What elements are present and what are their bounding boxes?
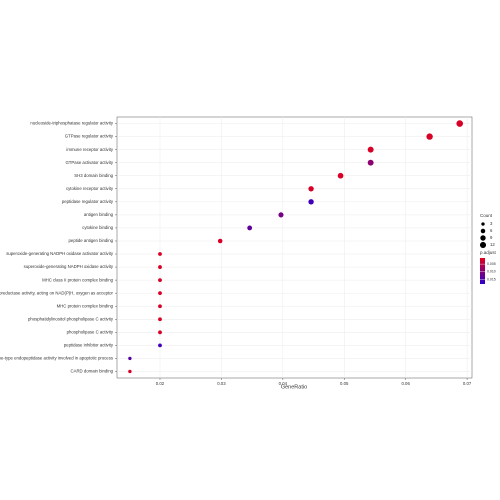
y-tick-label: cytokine receptor activity — [66, 186, 114, 191]
dot — [247, 225, 253, 231]
y-tick-label: superoxide-generating NADPH oxidase acti… — [24, 264, 114, 269]
dot — [158, 252, 162, 256]
y-tick-label: peptide antigen binding — [69, 238, 114, 243]
color-bar — [480, 258, 485, 284]
dot — [158, 278, 162, 283]
y-tick-label: MHC protein complex binding — [57, 303, 114, 308]
dot — [217, 238, 223, 244]
dot — [426, 133, 433, 140]
dot — [128, 369, 132, 374]
size-legend-label: 12 — [490, 242, 495, 247]
y-tick-label: immune receptor activity — [66, 147, 113, 152]
size-legend-key — [480, 235, 486, 241]
dot — [337, 172, 344, 179]
dot — [278, 212, 284, 218]
dot — [158, 343, 162, 348]
dot — [158, 265, 162, 269]
y-tick-label: nucleoside-triphosphatase regulator acti… — [30, 121, 113, 126]
y-tick-label: superoxide-generating NADPH oxidase acti… — [6, 251, 114, 256]
size-legend-key — [479, 241, 487, 249]
dot — [367, 146, 374, 153]
y-tick-label: cytokine binding — [82, 225, 113, 230]
dot — [158, 317, 162, 322]
y-tick-label: cysteine-type endopeptidase activity inv… — [0, 356, 113, 361]
y-tick-label: phospholipase C activity — [67, 329, 114, 334]
dot — [308, 186, 314, 192]
dot — [128, 356, 132, 361]
color-legend-title: p.adjust — [480, 250, 497, 255]
size-legend-label: 3 — [490, 221, 493, 226]
size-legend-title: Count — [480, 213, 493, 218]
dot — [367, 159, 374, 166]
x-tick-label: 0.02 — [156, 381, 165, 386]
y-tick-label: MHC class II protein complex binding — [42, 277, 114, 282]
y-tick-label: peptidase inhibitor activity — [64, 343, 114, 348]
size-legend-label: 6 — [490, 228, 493, 233]
x-tick-label: 0.06 — [401, 381, 410, 386]
x-tick-label: 0.04 — [279, 381, 288, 386]
dot — [158, 291, 162, 296]
x-tick-label: 0.07 — [463, 381, 472, 386]
size-legend-key — [481, 222, 485, 226]
y-tick-label: SH3 domain binding — [74, 173, 113, 178]
color-bar-label: 0.010 — [487, 270, 496, 274]
size-legend-label: 9 — [490, 235, 493, 240]
x-tick-label: 0.05 — [340, 381, 349, 386]
x-axis-title: GeneRatio — [281, 384, 307, 390]
color-bar-label: 0.015 — [487, 277, 496, 281]
y-tick-label: CARD domain binding — [70, 369, 113, 374]
y-tick-label: peptidase regulator activity — [62, 199, 114, 204]
y-tick-label: GTPase regulator activity — [65, 134, 114, 139]
dot — [158, 330, 162, 335]
panel — [116, 116, 473, 379]
y-tick-label: GTPase activator activity — [65, 160, 113, 165]
y-tick-label: oxidoreductase activity, acting on NAD(P… — [0, 290, 114, 295]
x-tick-label: 0.03 — [217, 381, 226, 386]
y-tick-label: antigen binding — [84, 212, 114, 217]
color-bar-label: 0.005 — [487, 262, 496, 266]
dot — [456, 120, 464, 127]
y-tick-label: phosphatidylinositol phospholipase C act… — [28, 316, 114, 321]
dot — [158, 304, 162, 309]
size-legend-key — [480, 228, 486, 234]
dot — [308, 199, 314, 205]
